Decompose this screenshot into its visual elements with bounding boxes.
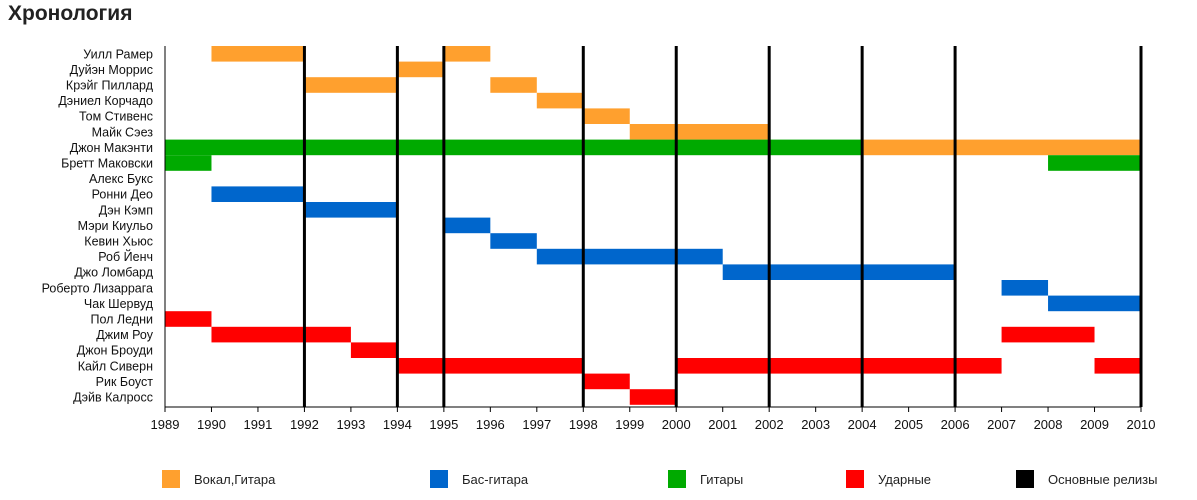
member-bar (676, 358, 1002, 374)
legend-label: Бас-гитара (462, 471, 529, 487)
member-bar (211, 46, 305, 62)
member-label: Пол Ледни (91, 313, 154, 327)
x-tick-label: 1998 (569, 417, 598, 432)
x-tick-label: 2002 (755, 417, 784, 432)
legend-swatch (668, 470, 686, 488)
member-bar (629, 124, 770, 140)
x-tick-label: 2001 (708, 417, 737, 432)
member-label: Джо Ломбард (74, 266, 153, 280)
member-bar (165, 155, 212, 171)
legend-item-guitar: Гитары (668, 468, 743, 490)
x-tick-label: 2008 (1034, 417, 1063, 432)
x-tick-label: 1999 (615, 417, 644, 432)
member-label: Уилл Рамер (83, 47, 153, 61)
legend-swatch (1016, 470, 1034, 488)
member-bar (304, 202, 398, 218)
legend-swatch (846, 470, 864, 488)
x-tick-label: 1993 (336, 417, 365, 432)
legend-swatch (162, 470, 180, 488)
member-bar (1001, 280, 1049, 296)
member-bar (722, 264, 956, 280)
member-bar (304, 77, 398, 93)
member-label: Мэри Киульо (78, 219, 153, 233)
member-bar (536, 92, 584, 109)
member-bar (490, 77, 537, 93)
x-tick-label: 2006 (941, 417, 970, 432)
legend: Вокал,Гитара Бас-гитара Гитары Ударные Основ… (0, 468, 1197, 494)
legend-item-bass: Бас-гитара (430, 468, 528, 490)
member-bar (583, 108, 630, 124)
legend-label: Основные релизы (1048, 471, 1158, 487)
legend-label: Ударные (878, 471, 932, 487)
member-bar (350, 342, 398, 358)
member-bar (1048, 155, 1141, 171)
member-label: Джим Роу (96, 328, 153, 342)
member-bar (862, 139, 1141, 156)
x-tick-label: 2003 (801, 417, 830, 432)
x-tick-label: 2010 (1127, 417, 1156, 432)
x-tick-label: 1989 (151, 417, 180, 432)
member-bar (536, 248, 723, 265)
legend-label: Гитары (700, 471, 744, 487)
member-bars (165, 46, 1141, 405)
legend-item-releases: Основные релизы (1016, 468, 1157, 490)
x-tick-label: 2007 (987, 417, 1016, 432)
legend-swatch (430, 470, 448, 488)
member-bar (165, 139, 863, 156)
member-label: Джон Макэнти (70, 141, 153, 155)
member-label: Рик Боуст (96, 375, 154, 389)
x-tick-label: 2000 (662, 417, 691, 432)
member-label: Дэниел Корчадо (58, 94, 153, 108)
member-label: Дэн Кэмп (99, 203, 153, 217)
member-label: Роб Йенч (98, 249, 153, 264)
member-label: Роберто Лизаррага (42, 281, 153, 295)
x-tick-label: 1997 (522, 417, 551, 432)
release-lines (302, 46, 1143, 407)
member-bar (443, 217, 491, 234)
member-bar (443, 46, 491, 62)
member-label: Дэйв Калросс (73, 391, 153, 405)
x-tick-label: 1990 (197, 417, 226, 432)
legend-item-drums: Ударные (846, 468, 931, 490)
member-bar (211, 326, 351, 343)
member-label: Алекс Букс (89, 172, 153, 186)
x-tick-label: 2005 (894, 417, 923, 432)
member-label: Кайл Сиверн (78, 359, 153, 373)
member-bar (397, 358, 584, 374)
member-bar (629, 389, 677, 405)
member-label: Крэйг Пиллард (66, 79, 154, 93)
x-tick-label: 2004 (848, 417, 877, 432)
page-title: Хронология (8, 2, 133, 25)
member-bar (397, 61, 444, 78)
member-label: Джон Броуди (77, 344, 153, 358)
member-label: Бретт Маковски (61, 157, 153, 171)
member-bar (1001, 326, 1095, 343)
x-tick-label: 1995 (429, 417, 458, 432)
timeline-chart: 1989 1990 1991 1992 1993 1994 1995 1996 1997 1998… (42, 46, 1156, 432)
member-label: Дуйэн Моррис (70, 63, 153, 77)
member-label: Майк Сэез (92, 125, 154, 139)
x-tick-label: 1991 (243, 417, 272, 432)
x-tick-label: 1996 (476, 417, 505, 432)
member-bar (1048, 295, 1141, 312)
member-label: Чак Шервуд (84, 297, 154, 311)
x-axis: 1989 1990 1991 1992 1993 1994 1995 1996 1997 1998… (151, 46, 1156, 432)
member-label: Ронни Део (92, 188, 153, 202)
x-tick-label: 1992 (290, 417, 319, 432)
legend-item-vocals: Вокал,Гитара (162, 468, 275, 490)
member-bar (165, 311, 212, 327)
x-tick-label: 1994 (383, 417, 412, 432)
x-tick-label: 2009 (1080, 417, 1109, 432)
member-bar (211, 186, 305, 202)
member-bar (583, 373, 630, 390)
legend-label: Вокал,Гитара (194, 471, 276, 487)
member-label: Кевин Хьюс (84, 235, 153, 249)
member-labels: Уилл Рамер Дуйэн Моррис Крэйг ПиллардДэние… (42, 47, 154, 404)
member-bar (490, 233, 537, 249)
member-label: Том Стивенс (79, 110, 153, 124)
member-bar (1094, 358, 1141, 374)
